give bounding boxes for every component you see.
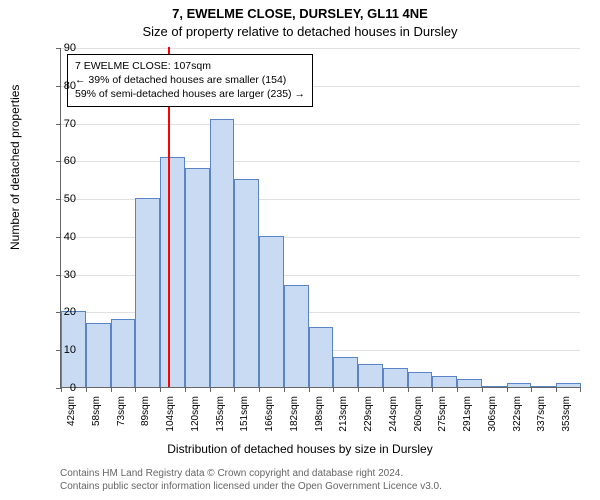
- xtick-mark: [580, 387, 581, 392]
- ytick-label: 50: [46, 193, 76, 205]
- xtick-label: 260sqm: [413, 396, 424, 436]
- xtick-label: 306sqm: [487, 396, 498, 436]
- xtick-label: 337sqm: [536, 396, 547, 436]
- annotation-line3: 59% of semi-detached houses are larger (…: [75, 87, 305, 101]
- gridline: [61, 48, 580, 49]
- xtick-label: 229sqm: [363, 396, 374, 436]
- histogram-bar: [259, 236, 284, 387]
- xtick-mark: [86, 387, 87, 392]
- xtick-mark: [259, 387, 260, 392]
- histogram-bar: [556, 383, 581, 387]
- xtick-label: 104sqm: [165, 396, 176, 436]
- annotation-box: 7 EWELME CLOSE: 107sqm ← 39% of detached…: [67, 54, 313, 107]
- histogram-bar: [358, 364, 383, 387]
- histogram-bar: [408, 372, 433, 387]
- xtick-label: 244sqm: [388, 396, 399, 436]
- histogram-bar: [432, 376, 457, 387]
- histogram-bar: [210, 119, 235, 387]
- xtick-mark: [408, 387, 409, 392]
- xtick-label: 291sqm: [462, 396, 473, 436]
- title-main: 7, EWELME CLOSE, DURSLEY, GL11 4NE: [0, 6, 600, 21]
- histogram-bar: [383, 368, 408, 387]
- credits-line1: Contains HM Land Registry data © Crown c…: [60, 468, 442, 481]
- xtick-mark: [457, 387, 458, 392]
- xtick-label: 42sqm: [66, 396, 77, 436]
- x-axis-label: Distribution of detached houses by size …: [0, 442, 600, 456]
- histogram-bar: [457, 379, 482, 387]
- xtick-label: 135sqm: [215, 396, 226, 436]
- histogram-bar: [309, 327, 334, 387]
- ytick-label: 90: [46, 42, 76, 54]
- histogram-bar: [531, 386, 556, 387]
- gridline: [61, 124, 580, 125]
- histogram-bar: [507, 383, 532, 387]
- xtick-mark: [358, 387, 359, 392]
- xtick-label: 120sqm: [190, 396, 201, 436]
- chart-container: 7, EWELME CLOSE, DURSLEY, GL11 4NE Size …: [0, 0, 600, 500]
- xtick-mark: [284, 387, 285, 392]
- histogram-bar: [185, 168, 210, 387]
- xtick-mark: [234, 387, 235, 392]
- xtick-mark: [556, 387, 557, 392]
- xtick-label: 322sqm: [512, 396, 523, 436]
- xtick-label: 353sqm: [561, 396, 572, 436]
- histogram-bar: [482, 386, 507, 387]
- y-axis-label: Number of detached properties: [8, 85, 22, 250]
- annotation-line1: 7 EWELME CLOSE: 107sqm: [75, 59, 305, 73]
- ytick-label: 20: [46, 306, 76, 318]
- xtick-mark: [482, 387, 483, 392]
- ytick-label: 10: [46, 344, 76, 356]
- xtick-label: 182sqm: [289, 396, 300, 436]
- xtick-mark: [383, 387, 384, 392]
- ytick-label: 60: [46, 155, 76, 167]
- xtick-label: 213sqm: [338, 396, 349, 436]
- xtick-mark: [111, 387, 112, 392]
- xtick-mark: [135, 387, 136, 392]
- ytick-label: 0: [46, 382, 76, 394]
- xtick-mark: [210, 387, 211, 392]
- xtick-label: 73sqm: [116, 396, 127, 436]
- xtick-label: 151sqm: [239, 396, 250, 436]
- xtick-label: 166sqm: [264, 396, 275, 436]
- xtick-mark: [333, 387, 334, 392]
- histogram-bar: [234, 179, 259, 387]
- credits: Contains HM Land Registry data © Crown c…: [60, 468, 442, 493]
- credits-line2: Contains public sector information licen…: [60, 481, 442, 494]
- gridline: [61, 161, 580, 162]
- xtick-mark: [309, 387, 310, 392]
- xtick-label: 58sqm: [91, 396, 102, 436]
- histogram-bar: [135, 198, 160, 387]
- histogram-bar: [111, 319, 136, 387]
- xtick-mark: [160, 387, 161, 392]
- histogram-bar: [284, 285, 309, 387]
- histogram-bar: [160, 157, 185, 387]
- ytick-label: 80: [46, 80, 76, 92]
- ytick-label: 30: [46, 269, 76, 281]
- xtick-mark: [185, 387, 186, 392]
- ytick-label: 70: [46, 118, 76, 130]
- xtick-label: 198sqm: [314, 396, 325, 436]
- xtick-mark: [507, 387, 508, 392]
- xtick-mark: [432, 387, 433, 392]
- title-sub: Size of property relative to detached ho…: [0, 24, 600, 39]
- annotation-line2: ← 39% of detached houses are smaller (15…: [75, 73, 305, 87]
- histogram-bar: [333, 357, 358, 387]
- xtick-label: 275sqm: [437, 396, 448, 436]
- histogram-bar: [86, 323, 111, 387]
- plot-area: 7 EWELME CLOSE: 107sqm ← 39% of detached…: [60, 48, 580, 388]
- xtick-mark: [531, 387, 532, 392]
- xtick-label: 89sqm: [140, 396, 151, 436]
- ytick-label: 40: [46, 231, 76, 243]
